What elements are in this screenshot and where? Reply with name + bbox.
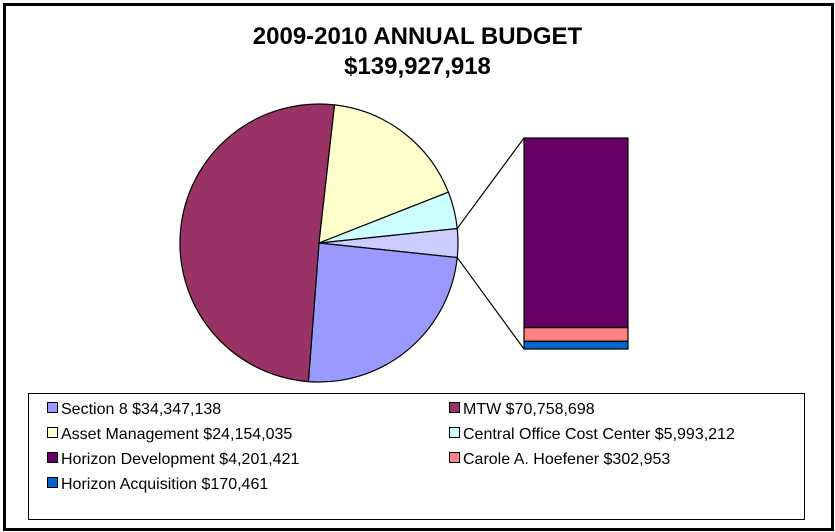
legend-label: Carole A. Hoefener $302,953: [463, 451, 671, 468]
legend-swatch: [449, 452, 460, 463]
pie-slice: [179, 103, 336, 383]
connector-line-top: [456, 137, 525, 229]
legend-label: MTW $70,758,698: [463, 401, 595, 418]
legend-item: Horizon Acquisition $170,461: [47, 475, 268, 495]
legend-swatch: [47, 477, 58, 488]
chart-subtitle: $139,927,918: [344, 53, 491, 80]
legend-label: Asset Management $24,154,035: [61, 426, 293, 443]
chart-title: 2009-2010 ANNUAL BUDGET: [252, 23, 583, 50]
pie-slice: [307, 242, 458, 383]
legend-item: MTW $70,758,698: [449, 400, 595, 420]
legend: Section 8 $34,347,138 MTW $70,758,698 Asse…: [28, 393, 805, 520]
legend-item: Asset Management $24,154,035: [47, 425, 292, 445]
legend-item: Section 8 $34,347,138: [47, 400, 221, 420]
bar-segment: [523, 340, 629, 350]
legend-item: Central Office Cost Center $5,993,212: [449, 425, 735, 445]
legend-label: Section 8 $34,347,138: [61, 401, 222, 418]
bar-segment: [523, 137, 629, 329]
connector-line-bottom: [456, 257, 525, 350]
legend-swatch: [449, 427, 460, 438]
legend-label: Horizon Development $4,201,421: [61, 451, 300, 468]
legend-label: Central Office Cost Center $5,993,212: [463, 426, 735, 443]
legend-item: Carole A. Hoefener $302,953: [449, 450, 670, 470]
bar-segment: [523, 327, 629, 342]
legend-swatch: [47, 452, 58, 463]
legend-label: Horizon Acquisition $170,461: [61, 476, 269, 493]
pie-slice: [318, 104, 450, 244]
legend-swatch: [449, 402, 460, 413]
legend-swatch: [47, 402, 58, 413]
legend-swatch: [47, 427, 58, 438]
legend-item: Horizon Development $4,201,421: [47, 450, 299, 470]
